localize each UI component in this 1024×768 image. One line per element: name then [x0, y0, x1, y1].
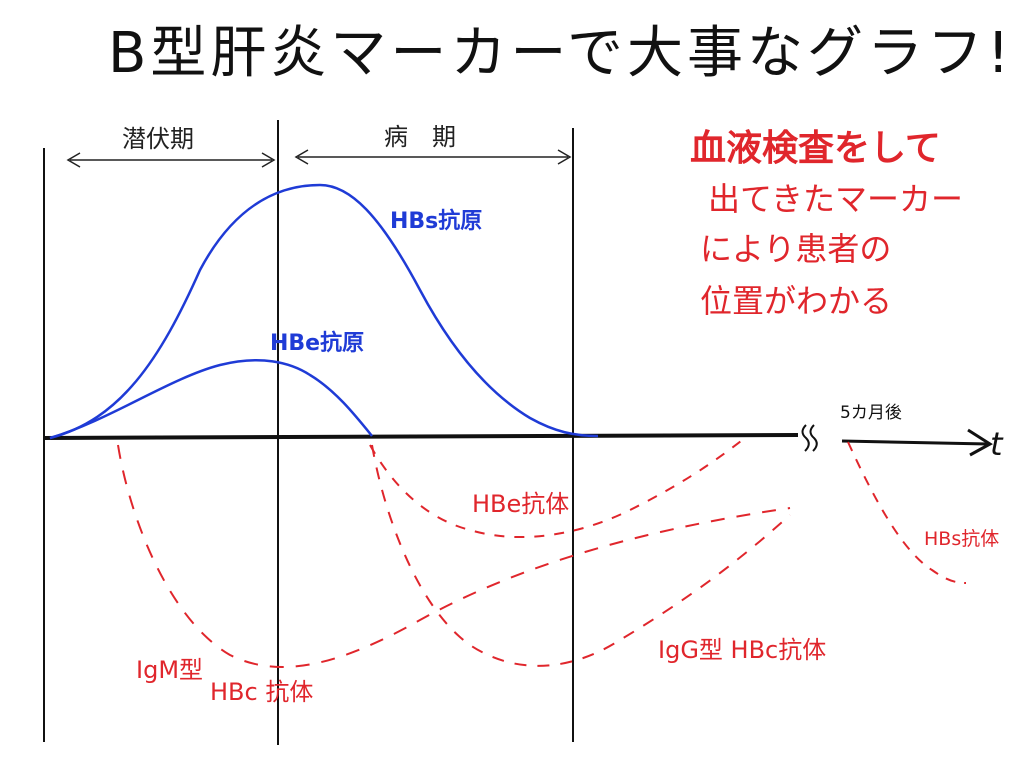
hbe-antibody-curve: [369, 437, 746, 539]
note-line-1: 血液検査をして: [690, 128, 941, 169]
label-hbe-antibody: HBe抗体: [472, 490, 569, 518]
igm-hbc-antibody-curve: [117, 444, 791, 669]
phase-label-disease: 病 期: [384, 123, 456, 151]
note-line-2: 出てきたマーカー: [708, 180, 963, 218]
igg-hbc-antibody-curve: [371, 444, 791, 667]
time-axis-arrowhead: [967, 428, 993, 457]
label-igm-hbc-antibody: HBc 抗体: [210, 678, 313, 706]
phase-arrow-disease: [294, 149, 572, 165]
label-igg-hbc-antibody: IgG型 HBc抗体: [658, 636, 826, 664]
diagram-title: B型肝炎マーカーで大事なグラフ!: [108, 21, 1014, 86]
label-igm-prefix: IgM型: [136, 656, 203, 684]
phase-arrow-latent: [66, 152, 276, 168]
note-line-3: により患者の: [700, 230, 891, 268]
phase-label-latent: 潜伏期: [122, 125, 194, 153]
label-five-months-later: 5カ月後: [840, 403, 902, 423]
label-hbs-antibody: HBs抗体: [924, 528, 999, 550]
label-hbs-antigen: HBs抗原: [390, 208, 482, 234]
hbe-antigen-curve: [49, 359, 373, 440]
axis-label-t: t: [990, 425, 1004, 463]
hbs-antibody-curve: [847, 441, 967, 584]
label-hbe-antigen: HBe抗原: [270, 330, 364, 356]
note-line-4: 位置がわかる: [700, 282, 892, 320]
time-axis: [43, 433, 799, 440]
axis-break-icon: [801, 424, 818, 452]
time-axis-after-break: [841, 439, 989, 446]
hbs-antigen-curve: [49, 183, 599, 440]
